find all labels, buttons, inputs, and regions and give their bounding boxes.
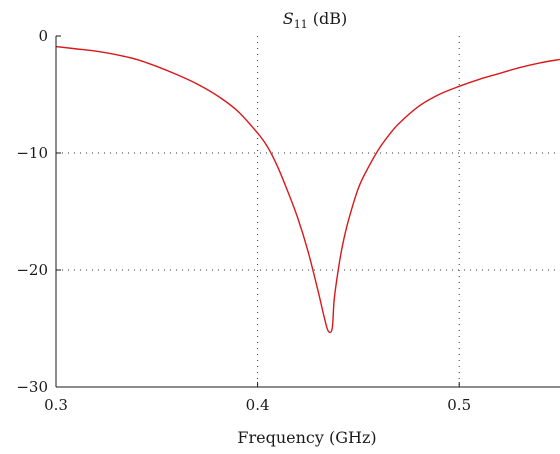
title-main: S (283, 9, 294, 28)
x-tick-label: 0.3 (44, 396, 68, 414)
grid-lines (56, 36, 560, 387)
chart-title: S11 (dB) (283, 9, 348, 31)
axis-ticks (55, 35, 460, 388)
x-tick-label: 0.5 (447, 396, 471, 414)
y-tick-label: −30 (16, 378, 48, 396)
x-axis-label: Frequency (GHz) (237, 428, 376, 447)
y-tick-label: 0 (38, 27, 48, 45)
y-tick-label: −10 (16, 144, 48, 162)
series-layer (55, 45, 560, 334)
y-tick-label: −20 (16, 261, 48, 279)
tick-labels: 0 −10 −20 −300.3 0.4 0.5 (16, 27, 471, 414)
x-tick-label: 0.4 (246, 396, 270, 414)
title-unit: (dB) (308, 9, 348, 28)
title-subscript: 11 (294, 18, 308, 31)
s11-curve (55, 45, 560, 334)
